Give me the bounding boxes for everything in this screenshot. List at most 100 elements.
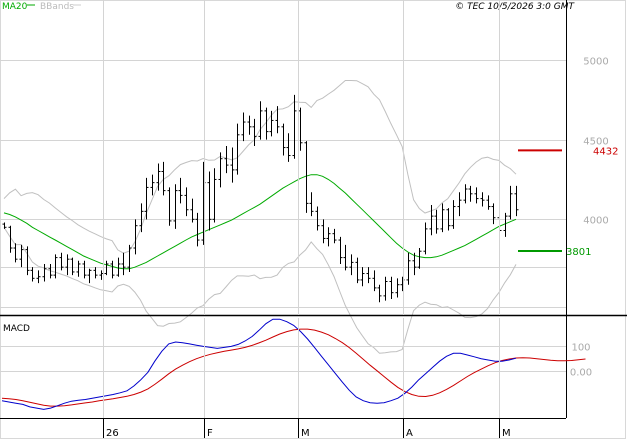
price-bar bbox=[150, 174, 155, 196]
price-bar bbox=[366, 267, 371, 284]
price-bar bbox=[59, 252, 64, 271]
price-bar bbox=[70, 257, 75, 276]
price-bar bbox=[446, 208, 451, 231]
time-axis-label: M bbox=[502, 428, 511, 439]
price-bar bbox=[247, 115, 252, 135]
time-axis-label: F bbox=[207, 428, 213, 439]
price-bar bbox=[13, 243, 18, 263]
price-bar bbox=[76, 260, 81, 277]
price-bar bbox=[275, 106, 280, 134]
price-bar bbox=[167, 187, 172, 226]
resistance-label: 4432 bbox=[593, 146, 618, 157]
price-bar bbox=[321, 219, 326, 244]
price-bar bbox=[230, 147, 235, 183]
price-bar bbox=[377, 284, 382, 303]
price-bar bbox=[389, 276, 394, 300]
price-bar bbox=[53, 254, 58, 279]
ma20-line bbox=[3, 174, 517, 270]
bband-lower bbox=[3, 227, 517, 354]
price-bar bbox=[110, 260, 115, 279]
price-y-axis-labels: 5000 4500 4000 bbox=[583, 57, 608, 227]
price-bar bbox=[309, 192, 314, 217]
price-bar bbox=[412, 252, 417, 276]
price-bar bbox=[315, 206, 320, 231]
price-bar bbox=[133, 219, 138, 255]
price-bar bbox=[139, 203, 144, 233]
time-axis-label: A bbox=[406, 428, 413, 439]
price-bar bbox=[514, 185, 519, 217]
price-bar bbox=[48, 263, 53, 279]
price-bar bbox=[417, 248, 422, 269]
macd-y-axis-labels: 100 0.00 bbox=[570, 343, 592, 379]
time-axis-label: 26 bbox=[106, 428, 119, 439]
price-y-tick-label: 5000 bbox=[583, 57, 608, 68]
price-bar bbox=[355, 257, 360, 284]
price-bar bbox=[332, 228, 337, 244]
copyright-text: © TEC 10/5/2026 3:0 GMT bbox=[455, 2, 575, 12]
price-bar bbox=[235, 123, 240, 175]
price-bar bbox=[304, 141, 309, 213]
price-bar bbox=[224, 145, 229, 174]
price-bar bbox=[241, 112, 246, 142]
price-bar bbox=[457, 192, 462, 217]
price-bar bbox=[212, 168, 217, 223]
macd-line bbox=[1, 318, 517, 410]
macd-signal-line bbox=[1, 328, 586, 407]
legend-bbands: BBands bbox=[40, 2, 74, 12]
price-bar bbox=[264, 107, 269, 140]
price-bar bbox=[104, 260, 109, 276]
price-y-tick-label: 4000 bbox=[583, 216, 608, 227]
price-bar bbox=[178, 177, 183, 204]
macd-y-tick-label: 100 bbox=[571, 343, 590, 354]
price-bar bbox=[338, 236, 343, 264]
price-bar bbox=[451, 200, 456, 229]
price-bars bbox=[2, 94, 519, 303]
price-bar bbox=[360, 267, 365, 287]
price-bar bbox=[116, 257, 121, 277]
price-bar bbox=[468, 185, 473, 202]
price-bar bbox=[474, 187, 479, 204]
price-bar bbox=[19, 244, 24, 268]
price-bar bbox=[395, 278, 400, 298]
price-bar bbox=[349, 254, 354, 276]
price-bar bbox=[423, 222, 428, 255]
price-bar bbox=[87, 268, 92, 284]
price-bar bbox=[144, 177, 149, 220]
price-bar bbox=[190, 198, 195, 223]
macd-grid bbox=[0, 346, 566, 372]
price-bar bbox=[195, 212, 200, 247]
price-y-tick-label: 4500 bbox=[583, 137, 608, 148]
price-bar bbox=[491, 203, 496, 225]
price-bar bbox=[429, 204, 434, 236]
macd-title: MACD bbox=[3, 324, 30, 334]
price-bar bbox=[30, 267, 35, 282]
price-bar bbox=[127, 244, 132, 272]
price-bar bbox=[292, 94, 297, 159]
price-bar bbox=[486, 195, 491, 210]
time-axis-ticks: 26 F M A M bbox=[103, 0, 511, 439]
price-bar bbox=[42, 263, 47, 282]
legend-ma20: MA20 bbox=[2, 2, 28, 12]
support-label: 3801 bbox=[566, 247, 591, 258]
price-bar bbox=[156, 163, 161, 191]
price-bar bbox=[184, 187, 189, 217]
price-bar bbox=[173, 184, 178, 229]
price-bar bbox=[36, 270, 41, 284]
price-bar bbox=[82, 260, 87, 279]
price-bar bbox=[326, 227, 331, 247]
price-bar bbox=[252, 118, 257, 146]
price-bar bbox=[406, 252, 411, 285]
price-bar bbox=[372, 270, 377, 292]
price-bar bbox=[121, 252, 126, 276]
price-bar bbox=[440, 203, 445, 233]
price-bar bbox=[286, 133, 291, 162]
price-bar bbox=[343, 244, 348, 271]
price-bar bbox=[434, 209, 439, 234]
price-bar bbox=[383, 276, 388, 301]
price-bar bbox=[25, 246, 30, 276]
price-bar bbox=[2, 222, 7, 229]
price-bar bbox=[218, 152, 223, 188]
price-bar bbox=[258, 101, 263, 140]
price-bar bbox=[463, 184, 468, 204]
